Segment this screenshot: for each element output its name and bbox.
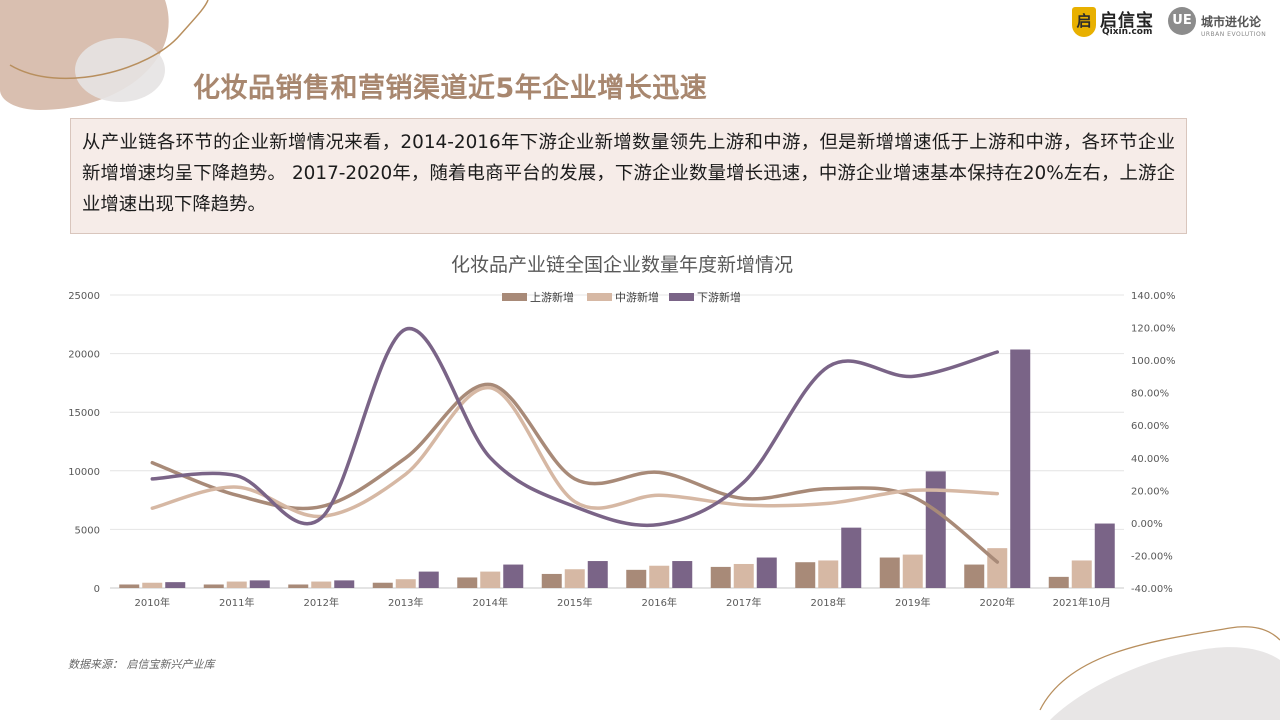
x-tick-label: 2014年 xyxy=(473,596,508,609)
chart: 化妆品产业链全国企业数量年度新增情况 0 5000 10000 15000 20000 2… xyxy=(68,254,1176,609)
bar-downstream xyxy=(249,580,270,588)
bar-upstream xyxy=(288,584,309,588)
y-left-tick-label: 25000 xyxy=(68,291,100,302)
qixin-logo-name: 启信宝 xyxy=(1100,11,1154,31)
bar-midstream xyxy=(1071,560,1092,588)
source-note: 数据来源： 启信宝新兴产业库 xyxy=(68,658,215,671)
growth-line-downstream xyxy=(150,327,1000,528)
bar-midstream xyxy=(226,581,247,588)
y-right-tick-label: 100.00% xyxy=(1131,356,1176,367)
bar-downstream xyxy=(841,527,862,588)
legend-label: 上游新增 xyxy=(530,290,574,304)
y-right-tick-label: -40.00% xyxy=(1131,584,1173,595)
y-axis-left: 0 5000 10000 15000 20000 25000 xyxy=(68,291,100,595)
bar-midstream xyxy=(480,571,501,588)
ue-logo-name: 城市进化论 xyxy=(1201,15,1262,29)
y-right-tick-label: 0.00% xyxy=(1131,519,1163,530)
ue-logo-tagline: URBAN EVOLUTION xyxy=(1201,31,1267,38)
y-right-tick-label: 120.00% xyxy=(1131,324,1176,335)
x-tick-label: 2015年 xyxy=(557,596,592,609)
bar-downstream xyxy=(756,557,777,588)
y-left-tick-label: 20000 xyxy=(68,350,100,361)
y-right-tick-label: 140.00% xyxy=(1131,291,1176,302)
chart-legend: 上游新增 中游新增 下游新增 xyxy=(502,290,741,304)
x-tick-label: 2017年 xyxy=(726,596,761,609)
bar-downstream xyxy=(503,564,524,588)
top-left-grey-oval xyxy=(75,38,165,102)
x-axis: 2010年 2011年 2012年 2013年 2014年 2015年 2016年 2017年… xyxy=(135,596,1111,609)
legend-swatch xyxy=(669,293,694,301)
bar-downstream xyxy=(672,561,693,588)
y-right-tick-label: 20.00% xyxy=(1131,486,1169,497)
bar-upstream xyxy=(541,573,562,588)
top-left-gold-curve xyxy=(9,0,209,80)
y-left-tick-label: 0 xyxy=(94,584,100,595)
bar-downstream xyxy=(1010,349,1031,588)
x-tick-label: 2013年 xyxy=(388,596,423,609)
y-left-tick-label: 15000 xyxy=(68,408,100,419)
legend-label: 中游新增 xyxy=(615,290,659,304)
x-tick-label: 2011年 xyxy=(219,596,254,609)
legend-label: 下游新增 xyxy=(697,290,741,304)
bar-upstream xyxy=(372,582,393,588)
x-tick-label: 2012年 xyxy=(304,596,339,609)
y-right-tick-label: 40.00% xyxy=(1131,454,1169,465)
bar-upstream xyxy=(795,562,816,588)
bar-upstream xyxy=(626,569,647,588)
bar-midstream xyxy=(142,582,163,588)
x-tick-label: 2019年 xyxy=(895,596,930,609)
qixin-logo-icon: 启 xyxy=(1072,7,1096,37)
bar-midstream xyxy=(649,565,670,588)
x-tick-label: 2020年 xyxy=(980,596,1015,609)
chart-bars xyxy=(119,349,1115,588)
x-tick-label: 2018年 xyxy=(811,596,846,609)
bottom-right-gold-curve xyxy=(1039,626,1280,711)
logo-area: 启 启信宝 Qixin.com UE 城市进化论 URBAN EVOLUTION xyxy=(1072,4,1272,42)
bar-upstream xyxy=(1048,576,1069,588)
x-tick-label: 2010年 xyxy=(135,596,170,609)
y-axis-right: -40.00% -20.00% 0.00% 20.00% 40.00% 60.00% 80.… xyxy=(1131,291,1176,595)
y-left-tick-label: 5000 xyxy=(75,525,100,536)
bar-midstream xyxy=(902,554,923,588)
bar-midstream xyxy=(564,569,585,588)
bar-midstream xyxy=(311,581,332,588)
y-right-tick-label: -20.00% xyxy=(1131,551,1173,562)
bar-midstream xyxy=(395,579,416,588)
chart-lines xyxy=(150,327,1000,564)
bar-downstream xyxy=(587,561,608,588)
bar-upstream xyxy=(119,584,140,588)
bar-upstream xyxy=(203,584,224,588)
summary-box: 从产业链各环节的企业新增情况来看，2014-2016年下游企业新增数量领先上游和… xyxy=(70,118,1187,234)
bottom-right-blob xyxy=(1050,647,1280,720)
bar-upstream xyxy=(964,564,985,588)
bar-upstream xyxy=(710,566,731,588)
bar-upstream xyxy=(879,557,900,588)
page-title: 化妆品销售和营销渠道近5年企业增长迅速 xyxy=(193,73,708,104)
bar-downstream xyxy=(165,582,186,588)
y-right-tick-label: 60.00% xyxy=(1131,421,1169,432)
y-left-tick-label: 10000 xyxy=(68,467,100,478)
growth-line-midstream xyxy=(150,386,1000,519)
ue-logo-icon: UE xyxy=(1168,7,1196,35)
bar-downstream xyxy=(1094,523,1115,588)
bar-downstream xyxy=(334,580,355,588)
bar-midstream xyxy=(818,560,839,588)
legend-swatch xyxy=(587,293,612,301)
x-tick-label: 2016年 xyxy=(642,596,677,609)
y-right-tick-label: 80.00% xyxy=(1131,389,1169,400)
x-tick-label: 2021年10月 xyxy=(1053,596,1111,609)
chart-title: 化妆品产业链全国企业数量年度新增情况 xyxy=(451,254,793,276)
legend-swatch xyxy=(502,293,527,301)
bar-downstream xyxy=(925,471,946,588)
growth-line-upstream xyxy=(150,382,1000,564)
bar-midstream xyxy=(733,563,754,588)
qixin-logo-domain: Qixin.com xyxy=(1102,27,1153,37)
top-left-blob xyxy=(0,0,169,110)
bar-upstream xyxy=(457,577,478,588)
bar-downstream xyxy=(418,571,439,588)
chart-grid xyxy=(110,294,1124,589)
